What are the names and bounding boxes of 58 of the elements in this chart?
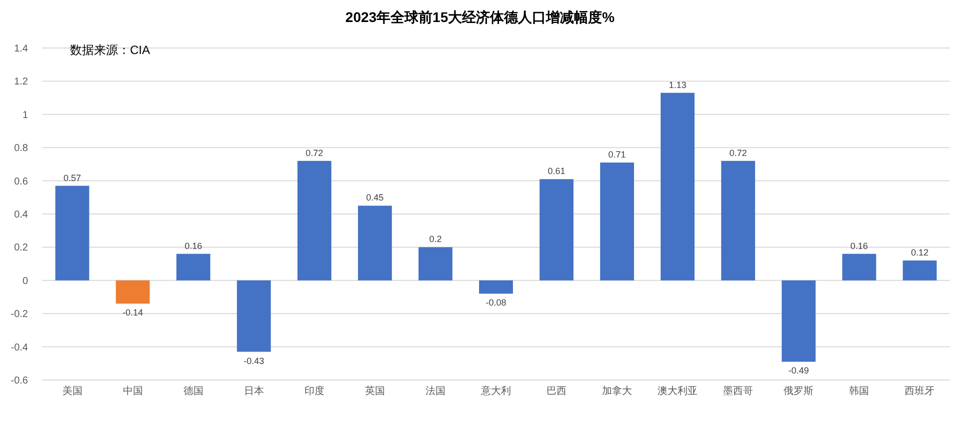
y-tick-label: -0.6 bbox=[10, 376, 28, 386]
data-label: 0.12 bbox=[910, 247, 928, 258]
y-tick-label: 0.2 bbox=[14, 242, 28, 254]
x-tick-label: 韩国 bbox=[849, 385, 870, 397]
bar bbox=[721, 160, 756, 280]
bar bbox=[297, 160, 332, 280]
bar bbox=[782, 280, 816, 362]
bar bbox=[176, 254, 210, 280]
x-tick-label: 澳大利亚 bbox=[658, 385, 698, 397]
x-tick-label: 日本 bbox=[244, 385, 264, 397]
data-label: -0.49 bbox=[788, 366, 809, 376]
y-tick-label: 1.2 bbox=[14, 76, 28, 88]
x-tick-label: 西班牙 bbox=[904, 385, 935, 397]
x-tick-label: 中国 bbox=[122, 385, 143, 397]
data-label: 0.71 bbox=[608, 150, 626, 160]
x-tick-label: 德国 bbox=[183, 386, 204, 397]
data-label: -0.43 bbox=[244, 356, 264, 366]
bar bbox=[116, 280, 150, 304]
y-tick-label: 1 bbox=[22, 110, 28, 121]
data-label: 0.61 bbox=[548, 166, 566, 176]
x-tick-label: 俄罗斯 bbox=[784, 385, 814, 397]
y-tick-label: 0.8 bbox=[14, 143, 28, 154]
data-label: 0.72 bbox=[729, 148, 747, 158]
y-tick-label: 0 bbox=[22, 276, 28, 287]
data-label: -0.08 bbox=[486, 298, 506, 308]
data-label: 0.16 bbox=[850, 240, 868, 251]
bar bbox=[479, 280, 513, 294]
y-tick-label: -0.4 bbox=[10, 342, 28, 354]
bar bbox=[55, 186, 90, 280]
bar bbox=[236, 280, 271, 352]
x-tick-label: 法国 bbox=[425, 385, 446, 397]
data-label: 1.13 bbox=[668, 80, 686, 90]
x-tick-label: 墨西哥 bbox=[723, 386, 754, 397]
data-label: -0.14 bbox=[122, 308, 144, 318]
x-tick-label: 加拿大 bbox=[602, 385, 632, 397]
bar bbox=[600, 162, 634, 280]
bar bbox=[540, 179, 574, 280]
chart-title: 2023年全球前15大经济体德人口增减幅度% bbox=[345, 9, 616, 25]
x-tick-label: 印度 bbox=[304, 385, 324, 397]
bar bbox=[358, 206, 392, 280]
data-label: 0.57 bbox=[64, 172, 82, 183]
bar bbox=[660, 92, 695, 280]
data-label: 0.45 bbox=[366, 192, 384, 203]
x-tick-label: 巴西 bbox=[546, 386, 567, 397]
data-label: 0.2 bbox=[429, 234, 442, 244]
x-tick-label: 意大利 bbox=[480, 385, 511, 397]
bar bbox=[902, 260, 937, 280]
annotation: 数据来源：CIA bbox=[70, 43, 150, 57]
data-label: 0.16 bbox=[184, 240, 202, 251]
bar bbox=[842, 254, 876, 280]
y-tick-label: 0.6 bbox=[14, 176, 28, 188]
x-tick-label: 美国 bbox=[62, 385, 82, 397]
y-tick-label: 0.4 bbox=[14, 210, 28, 220]
x-tick-label: 英国 bbox=[364, 385, 385, 397]
data-label: 0.72 bbox=[306, 148, 324, 158]
bar bbox=[418, 247, 452, 280]
y-tick-label: -0.2 bbox=[10, 309, 28, 320]
y-tick-label: 1.4 bbox=[14, 44, 28, 54]
